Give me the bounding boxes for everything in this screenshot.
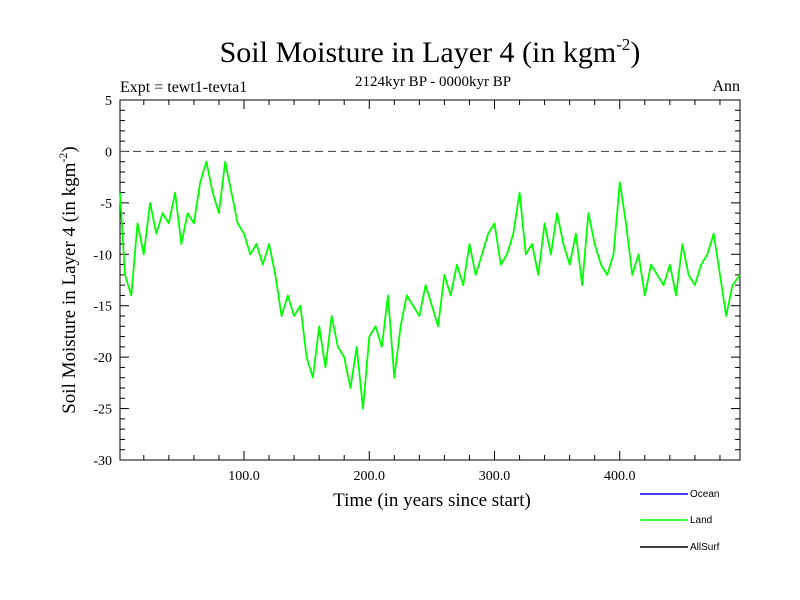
y-tick-label: 0: [105, 145, 112, 160]
expt-label: Expt = tewt1-tevta1: [120, 79, 247, 96]
chart-subtitle: 2124kyr BP - 0000kyr BP: [355, 74, 511, 90]
legend: Ocean Land AllSurf: [640, 489, 720, 553]
y-axis-label: Soil Moisture in Layer 4 (in kgm-2): [56, 146, 80, 414]
y-tick-label: -20: [93, 351, 112, 366]
y-tick-label: -25: [93, 403, 112, 418]
y-tick-label: -30: [93, 454, 112, 469]
y-tick-label: 5: [105, 94, 112, 109]
x-tick-label: 300.0: [479, 469, 511, 484]
x-tick-label: 200.0: [354, 469, 386, 484]
y-axis-label-main: Soil Moisture in Layer 4 (in kgm: [59, 162, 80, 413]
y-tick-label: -10: [93, 248, 112, 263]
chart-title: Soil Moisture in Layer 4 (in kgm-2): [220, 35, 641, 69]
chart-title-main: Soil Moisture in Layer 4 (in kgm: [220, 36, 617, 69]
season-label: Ann: [712, 78, 740, 95]
y-tick-label: -5: [100, 197, 112, 212]
y-axis-label-close: ): [59, 146, 80, 152]
x-axis-label: Time (in years since start): [333, 490, 531, 511]
axis-ticks: [120, 99, 740, 461]
chart-title-close: ): [630, 36, 640, 69]
legend-label-land: Land: [690, 515, 712, 526]
x-tick-label: 400.0: [604, 469, 636, 484]
chart-title-sup: -2: [616, 35, 630, 54]
series-line-land: [119, 160, 741, 410]
legend-label-ocean: Ocean: [690, 489, 719, 500]
x-tick-label: 100.0: [228, 469, 260, 484]
series-lines: [119, 160, 741, 410]
tick-labels: 5 0 -5 -10 -15 -20 -25 -30 100.0 200.0 300.0 400.0: [93, 94, 635, 484]
legend-label-allsurf: AllSurf: [690, 542, 720, 553]
y-axis-label-sup: -2: [56, 153, 70, 163]
plot-frame: [119, 99, 741, 461]
y-tick-label: -15: [93, 300, 112, 315]
